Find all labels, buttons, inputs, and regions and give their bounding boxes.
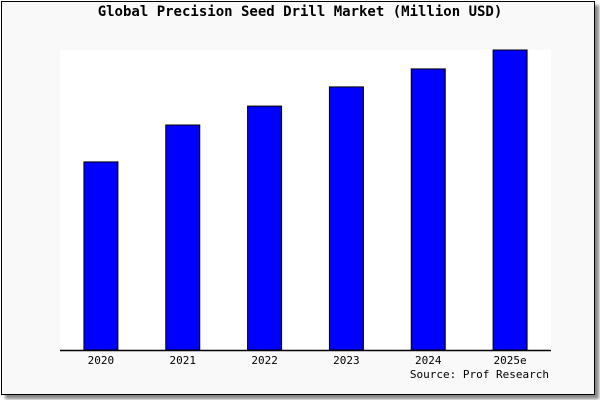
source-note: Source: Prof Research <box>409 368 549 381</box>
bar-2025e <box>492 49 528 351</box>
bar-2021 <box>165 124 201 351</box>
plot-area <box>60 50 551 350</box>
x-tick-label: 2020 <box>88 354 115 367</box>
bar-2024 <box>410 68 446 351</box>
bar-2022 <box>247 105 283 351</box>
x-tick-label: 2023 <box>333 354 360 367</box>
x-tick-label: 2025e <box>494 354 527 367</box>
bar-2023 <box>328 86 364 351</box>
x-tick-label: 2024 <box>415 354 442 367</box>
chart-title: Global Precision Seed Drill Market (Mill… <box>97 4 503 20</box>
x-tick-label: 2021 <box>170 354 197 367</box>
bar-2020 <box>83 161 119 351</box>
x-tick-label: 2022 <box>251 354 278 367</box>
